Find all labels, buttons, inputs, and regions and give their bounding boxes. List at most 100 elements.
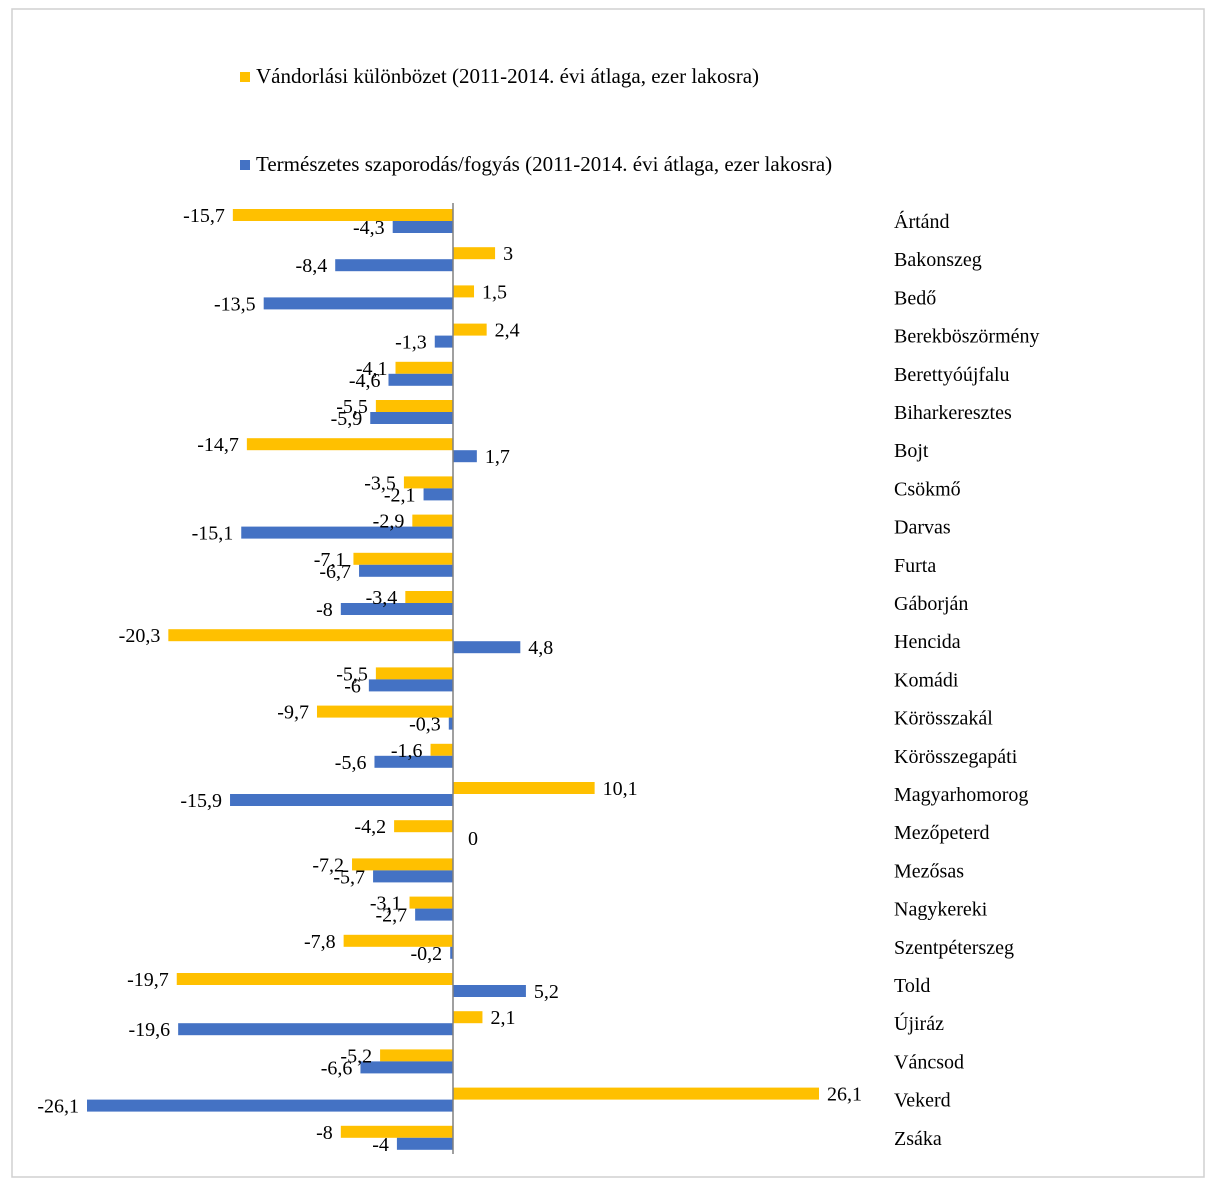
category-label-korosszegapati: Körösszegapáti: [894, 746, 1018, 768]
category-label-vekerd: Vekerd: [894, 1090, 951, 1112]
bar-vandorlasi-furta: [353, 552, 453, 565]
bar-vandorlasi-bakonszeg: [453, 247, 496, 260]
legend: Vándorlási különbözet (2011-2014. évi át…: [240, 64, 832, 176]
bar-termeszetes-berekboszormeny: [434, 335, 453, 348]
value-label-termeszetes-magyarhomorog: -15,9: [180, 790, 222, 812]
bar-termeszetes-bojt: [453, 450, 477, 463]
bar-vandorlasi-berettyoujfalu: [395, 361, 453, 374]
value-label-vandorlasi-berettyoujfalu: -4,1: [356, 358, 388, 380]
value-label-vandorlasi-csokmo: -3,5: [364, 472, 396, 494]
value-label-vandorlasi-told: -19,7: [127, 969, 169, 991]
value-label-termeszetes-komadi: -6: [344, 675, 361, 697]
bar-termeszetes-ujiraz: [178, 1023, 453, 1036]
value-label-termeszetes-ujiraz: -19,6: [128, 1019, 170, 1041]
value-label-vandorlasi-ujiraz: 2,1: [490, 1007, 515, 1029]
bar-termeszetes-biharkeresztes: [370, 412, 453, 424]
bar-termeszetes-vancsod: [360, 1061, 453, 1074]
category-label-korosszakal: Körösszakál: [894, 708, 993, 730]
bar-termeszetes-darvas: [241, 526, 453, 539]
bar-termeszetes-hencida: [453, 641, 521, 654]
bar-vandorlasi-korosszakal: [316, 705, 453, 718]
category-label-szentpeterszeg: Szentpéterszeg: [894, 937, 1014, 959]
value-label-vandorlasi-bedo: 1,5: [482, 281, 507, 303]
category-label-bedo: Bedő: [894, 287, 936, 309]
bar-vandorlasi-mezosas: [352, 858, 453, 871]
value-label-vandorlasi-zsaka: -8: [316, 1122, 333, 1144]
legend-label-termeszetes: Természetes szaporodás/fogyás (2011-2014…: [256, 152, 832, 176]
category-label-nagykereki: Nagykereki: [894, 899, 988, 921]
value-label-vandorlasi-korosszakal: -9,7: [277, 702, 309, 724]
category-label-mezosas: Mezősas: [894, 860, 964, 882]
value-label-vandorlasi-vekerd: 26,1: [827, 1084, 862, 1106]
bar-termeszetes-csokmo: [423, 488, 453, 501]
category-label-magyarhomorog: Magyarhomorog: [894, 784, 1028, 806]
category-label-komadi: Komádi: [894, 669, 959, 691]
value-label-vandorlasi-komadi: -5,5: [336, 663, 368, 685]
bar-termeszetes-szentpeterszeg: [450, 946, 453, 959]
bar-termeszetes-zsaka: [396, 1137, 453, 1150]
category-label-bojt: Bojt: [894, 440, 929, 462]
bar-vandorlasi-komadi: [375, 667, 453, 680]
value-label-termeszetes-mezopeterd: 0: [468, 828, 478, 850]
value-label-vandorlasi-hencida: -20,3: [119, 625, 161, 647]
bar-termeszetes-bakonszeg: [335, 259, 453, 272]
category-label-bakonszeg: Bakonszeg: [894, 249, 982, 271]
value-label-termeszetes-vekerd: -26,1: [37, 1096, 79, 1118]
value-label-vandorlasi-darvas: -2,9: [373, 511, 405, 533]
bar-termeszetes-vekerd: [87, 1099, 453, 1112]
value-label-vandorlasi-szentpeterszeg: -7,8: [304, 931, 336, 953]
bar-termeszetes-korosszakal: [448, 717, 453, 730]
value-label-vandorlasi-vancsod: -5,2: [340, 1045, 372, 1067]
value-label-termeszetes-vancsod: -6,6: [321, 1057, 353, 1079]
bar-termeszetes-furta: [359, 564, 453, 577]
bar-vandorlasi-mezopeterd: [394, 820, 453, 833]
value-label-termeszetes-bojt: 1,7: [485, 446, 510, 468]
value-label-termeszetes-szentpeterszeg: -0,2: [411, 943, 443, 965]
legend-swatch-termeszetes: [240, 160, 250, 170]
bar-vandorlasi-vekerd: [453, 1087, 819, 1100]
value-label-vandorlasi-furta: -7,1: [314, 549, 346, 571]
value-label-vandorlasi-mezopeterd: -4,2: [354, 816, 386, 838]
bar-vandorlasi-vancsod: [380, 1049, 453, 1062]
bar-termeszetes-berettyoujfalu: [388, 373, 453, 386]
bars-layer: [87, 209, 819, 1150]
category-label-artand: Ártánd: [894, 210, 950, 233]
legend-swatch-vandorlasi: [240, 72, 250, 82]
category-label-told: Told: [894, 975, 930, 997]
value-label-termeszetes-nagykereki: -2,7: [375, 905, 407, 927]
bar-vandorlasi-korosszegapati: [430, 743, 453, 756]
category-label-darvas: Darvas: [894, 517, 951, 539]
bar-vandorlasi-berekboszormeny: [453, 323, 487, 336]
chart-border: [11, 8, 1205, 1178]
bar-termeszetes-gaborjan: [340, 603, 453, 615]
bar-vandorlasi-szentpeterszeg: [343, 934, 453, 947]
category-label-hencida: Hencida: [894, 631, 961, 653]
value-label-termeszetes-hencida: 4,8: [528, 637, 553, 659]
bar-termeszetes-nagykereki: [415, 908, 453, 921]
value-label-termeszetes-berekboszormeny: -1,3: [395, 332, 427, 354]
value-label-termeszetes-told: 5,2: [534, 981, 559, 1003]
value-label-vandorlasi-korosszegapati: -1,6: [391, 740, 423, 762]
bar-termeszetes-artand: [392, 221, 453, 233]
value-label-vandorlasi-bojt: -14,7: [197, 434, 239, 456]
bar-vandorlasi-biharkeresztes: [375, 400, 453, 412]
category-label-gaborjan: Gáborján: [894, 593, 968, 615]
category-label-ujiraz: Újiráz: [894, 1011, 944, 1035]
bar-vandorlasi-bojt: [246, 438, 453, 451]
bar-vandorlasi-darvas: [412, 514, 453, 527]
bar-vandorlasi-told: [176, 973, 453, 985]
bar-vandorlasi-bedo: [453, 285, 475, 298]
category-label-berekboszormeny: Berekböszörmény: [894, 326, 1040, 348]
category-label-mezopeterd: Mezőpeterd: [894, 822, 990, 844]
category-label-biharkeresztes: Biharkeresztes: [894, 402, 1012, 424]
value-label-termeszetes-artand: -4,3: [353, 217, 385, 239]
bar-termeszetes-told: [453, 985, 526, 997]
category-label-furta: Furta: [894, 555, 936, 577]
bar-termeszetes-bedo: [263, 297, 453, 310]
bar-vandorlasi-hencida: [168, 629, 453, 642]
category-labels-layer: Ártánd Bakonszeg Bedő Berekböszörmény Berett…: [894, 210, 1040, 1150]
value-label-termeszetes-korosszakal: -0,3: [409, 714, 441, 736]
value-labels-layer: -15,7 -4,3 3 -8,4 1,5 -13,5 2,4 -1,3 -4,1-4,6 -5,…: [37, 205, 862, 1156]
